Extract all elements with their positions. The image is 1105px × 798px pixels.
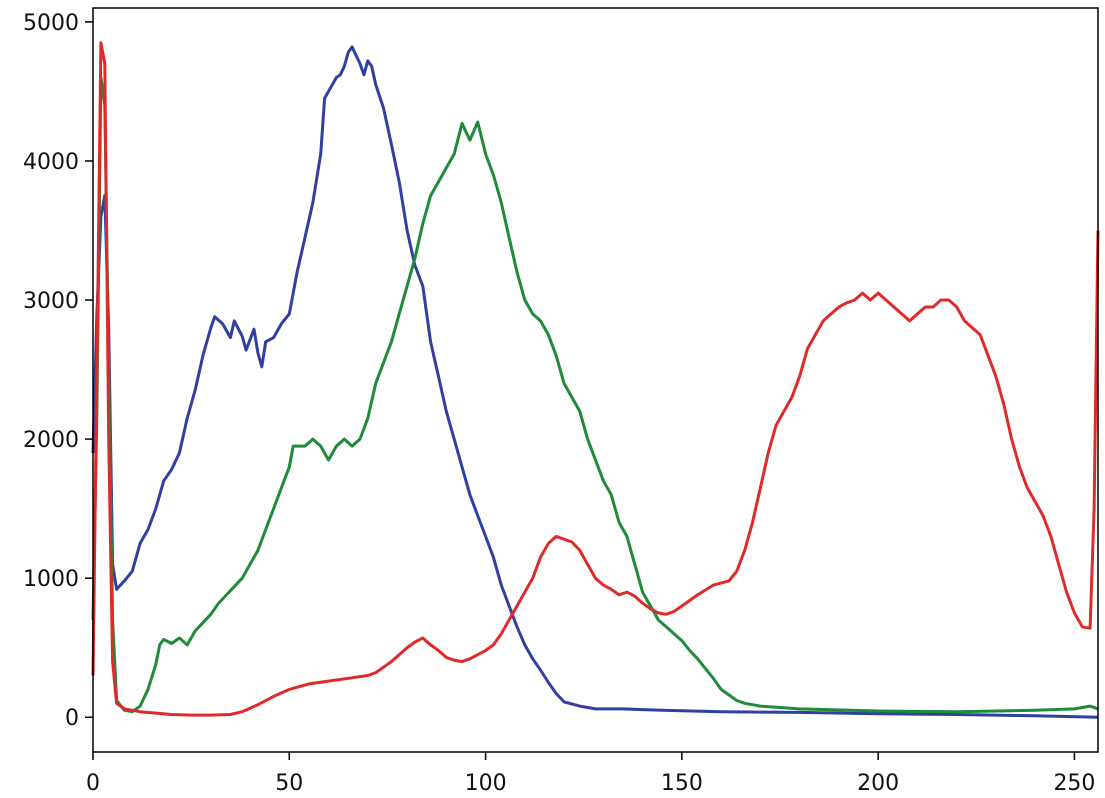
y-tick-label: 1000 (23, 567, 79, 592)
series-lines (91, 41, 1100, 719)
x-tick-label: 0 (86, 771, 100, 796)
y-tick-label: 5000 (23, 11, 79, 36)
y-axis: 0 1000 2000 3000 4000 5000 (23, 11, 93, 731)
series-line-2 (91, 41, 1100, 717)
x-tick-label: 100 (465, 771, 507, 796)
y-tick-label: 3000 (23, 289, 79, 314)
x-tick-label: 150 (661, 771, 703, 796)
plot-frame (92, 7, 1099, 753)
y-tick-label: 2000 (23, 428, 79, 453)
x-tick-label: 50 (275, 771, 303, 796)
series-line-1 (91, 76, 1099, 714)
x-axis: 0 50 100 150 200 250 (86, 752, 1095, 796)
x-tick-label: 200 (857, 771, 899, 796)
x-tick-label: 250 (1053, 771, 1095, 796)
y-tick-label: 0 (65, 706, 79, 731)
y-tick-label: 4000 (23, 150, 79, 175)
series-line-0 (91, 45, 1099, 719)
